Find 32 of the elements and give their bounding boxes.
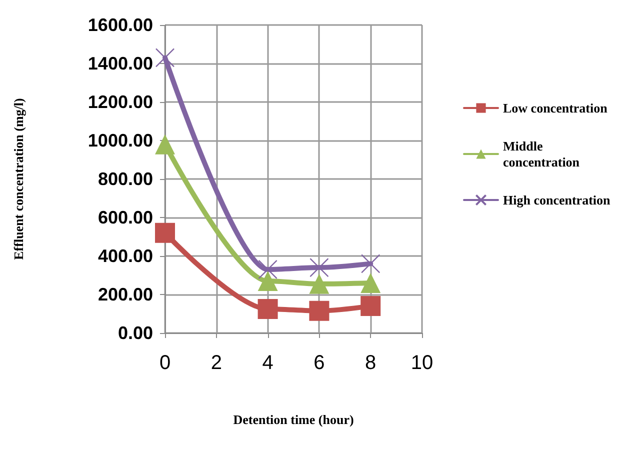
point bbox=[310, 258, 329, 278]
legend-label: High concentration bbox=[503, 192, 612, 208]
point bbox=[258, 260, 278, 280]
point bbox=[155, 48, 175, 68]
point bbox=[309, 300, 330, 321]
legend-label: Middle concentration bbox=[503, 138, 580, 170]
y-tick-label: 1200.00 bbox=[88, 92, 153, 112]
point bbox=[258, 271, 278, 292]
x-tick-label: 0 bbox=[159, 352, 171, 374]
y-tick-label: 400.00 bbox=[98, 246, 153, 266]
x-axis-title: Detention time (hour) bbox=[233, 412, 354, 427]
x-tick-label: 2 bbox=[210, 352, 222, 374]
point bbox=[309, 274, 330, 294]
y-tick-label: 1000.00 bbox=[88, 130, 153, 150]
point bbox=[155, 222, 175, 243]
y-tick-label: 1600.00 bbox=[88, 15, 153, 35]
legend-label: Low concentration bbox=[503, 100, 608, 116]
x-tick-label: 6 bbox=[314, 352, 325, 374]
y-tick-label: 600.00 bbox=[98, 208, 153, 228]
point bbox=[360, 296, 381, 316]
y-tick-label: 200.00 bbox=[98, 284, 153, 304]
point bbox=[258, 298, 278, 319]
point bbox=[361, 254, 380, 274]
point bbox=[155, 134, 175, 154]
x-tick-label: 10 bbox=[410, 352, 434, 374]
y-axis-title: Effluent concentration (mg/l) bbox=[11, 98, 26, 260]
y-tick-label: 800.00 bbox=[98, 169, 153, 189]
x-tick-label: 8 bbox=[365, 352, 376, 374]
y-tick-label: 0.00 bbox=[118, 323, 153, 343]
x-tick-label: 4 bbox=[262, 352, 274, 374]
point bbox=[360, 272, 381, 293]
y-tick-label: 1400.00 bbox=[88, 54, 153, 74]
